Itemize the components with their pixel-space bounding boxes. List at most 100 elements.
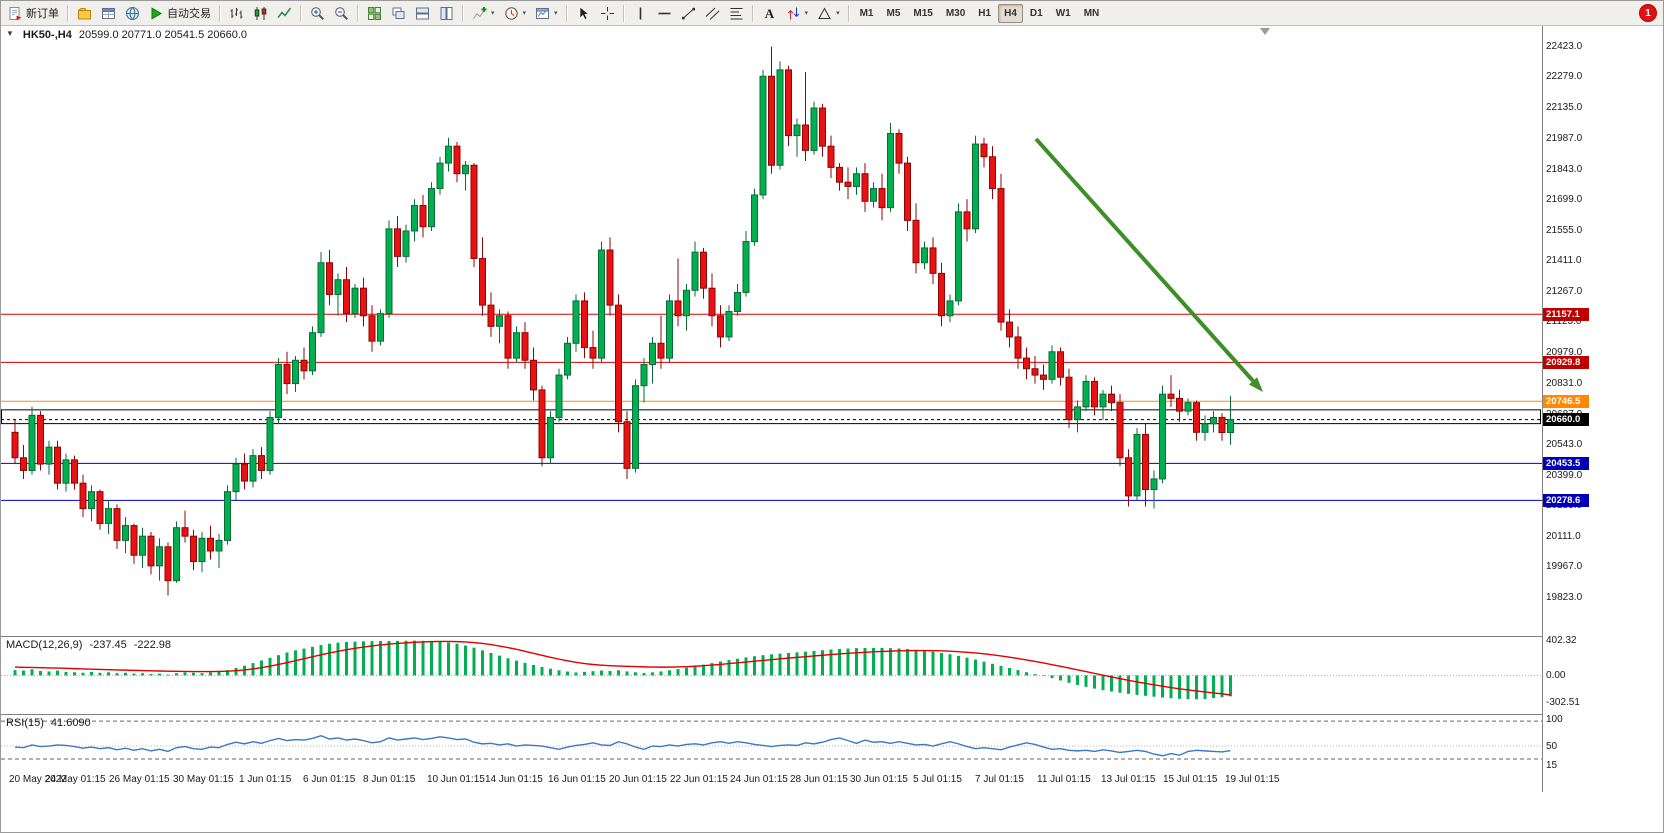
candlestick-chart-button[interactable] — [249, 3, 272, 24]
price-line-badge: 20453.5 — [1543, 456, 1589, 470]
dropdown-caret-icon: ▾ — [522, 10, 527, 17]
candles-group — [11, 46, 1234, 596]
candle-body — [1006, 321, 1013, 338]
line-chart-button[interactable] — [273, 3, 296, 24]
timeframe-d1[interactable]: D1 — [1029, 7, 1043, 19]
price-tick-label: 21699.0 — [1546, 194, 1583, 206]
arrows-icon — [786, 6, 801, 21]
arrows-button[interactable]: ▾ — [782, 3, 813, 24]
candle-body — [402, 230, 410, 257]
notification-badge[interactable]: 1 — [1640, 5, 1656, 21]
navigator-button[interactable] — [121, 3, 144, 24]
toolbar-separator — [622, 4, 625, 22]
macd-tick-label: -302.51 — [1546, 696, 1580, 708]
candle-body — [742, 241, 750, 293]
price-chart-canvas[interactable] — [1, 26, 1542, 636]
period-button[interactable]: ▾ — [500, 3, 531, 24]
candle-body — [122, 525, 129, 541]
toolbar-separator — [462, 4, 464, 22]
time-axis-label: 19 Jul 01:15 — [1225, 774, 1280, 785]
cursor-icon — [576, 5, 591, 21]
trend-arrow-object — [1034, 137, 1255, 383]
time-axis-label: 20 May 2022 — [9, 774, 67, 785]
candle-body — [538, 389, 546, 459]
candle-body — [946, 300, 954, 317]
price-axis[interactable]: 402.32 0.00 -302.51 100 50 15 22423.0 22279.0 22… — [1543, 26, 1663, 792]
candle-body — [275, 363, 282, 418]
template-button[interactable]: ▾ — [531, 3, 562, 24]
candle-body — [1184, 402, 1192, 412]
tile-horizontal-button[interactable] — [411, 3, 434, 24]
cascade-windows-button[interactable] — [387, 3, 410, 24]
candle-body — [564, 342, 571, 376]
price-tick-label: 22423.0 — [1546, 40, 1583, 52]
shapes-icon — [817, 6, 832, 21]
auto-trading-button[interactable]: 自动交易 — [145, 3, 215, 24]
timeframe-m1[interactable]: M1 — [859, 7, 874, 19]
new-order-button[interactable]: 新订单 — [4, 3, 63, 24]
tile-windows-button[interactable] — [363, 3, 386, 24]
timeframe-mn[interactable]: MN — [1083, 7, 1100, 19]
candle-body — [249, 455, 257, 482]
candle-body — [224, 491, 231, 541]
price-tick-label: 22135.0 — [1546, 101, 1583, 113]
text-button[interactable]: A — [758, 3, 781, 24]
candle-body — [598, 249, 605, 359]
candle-body — [683, 289, 690, 317]
timeframe-m15[interactable]: M15 — [913, 7, 933, 19]
timeframe-m30[interactable]: M30 — [945, 7, 966, 19]
zoom-in-button[interactable] — [306, 3, 329, 24]
crosshair-button[interactable] — [596, 3, 619, 24]
trendline-button[interactable] — [677, 3, 700, 24]
timeframe-h1[interactable]: H1 — [978, 7, 992, 19]
data-window-button[interactable] — [97, 3, 120, 24]
channel-button[interactable] — [701, 3, 724, 24]
shapes-button[interactable]: ▾ — [813, 3, 844, 24]
profiles-button[interactable] — [73, 3, 96, 24]
candle-body — [130, 525, 138, 556]
zoom-out-button[interactable] — [330, 3, 353, 24]
time-axis-label: 10 Jun 01:15 — [427, 774, 485, 785]
candle-body — [156, 546, 163, 567]
time-axis-label: 30 Jun 01:15 — [850, 774, 908, 785]
cursor-button[interactable] — [572, 3, 595, 24]
pane-separator[interactable] — [1, 714, 1663, 715]
tile-vertical-button[interactable] — [435, 3, 458, 24]
timeframe-h4[interactable]: H4 — [998, 3, 1023, 23]
candle-body — [572, 300, 580, 344]
rsi-chart-canvas[interactable] — [1, 714, 1542, 770]
empty-area — [1, 794, 1663, 832]
candle-body — [28, 414, 36, 471]
price-line-badge: 20746.5 — [1543, 394, 1589, 408]
candle-body — [198, 537, 206, 563]
time-axis-label: 16 Jun 01:15 — [548, 774, 606, 785]
candle-body — [368, 315, 376, 342]
candle-body — [326, 262, 333, 296]
time-axis[interactable]: 20 May 2022 24 May 01:15 26 May 01:15 30 Ma… — [1, 770, 1542, 794]
candle-body — [462, 164, 469, 175]
candle-body — [317, 262, 325, 334]
candle-body — [258, 455, 265, 471]
macd-chart-canvas[interactable] — [1, 636, 1542, 714]
price-axis-border — [1542, 26, 1543, 792]
price-tick-label: 19823.0 — [1546, 592, 1583, 603]
candle-body — [615, 304, 622, 423]
candle-body — [1218, 416, 1226, 434]
candle-body — [513, 332, 520, 359]
macd-tick-label: 0.00 — [1546, 670, 1566, 682]
timeframe-m5[interactable]: M5 — [886, 7, 901, 19]
add-indicator-button[interactable]: ▾ — [468, 3, 499, 24]
dropdown-caret-icon: ▾ — [836, 10, 840, 17]
candle-body — [912, 219, 920, 264]
candle-body — [1176, 397, 1183, 412]
vertical-line-button[interactable] — [629, 3, 652, 24]
candle-body — [190, 535, 197, 563]
rsi-tick-label: 100 — [1546, 714, 1563, 726]
candle-body — [292, 359, 299, 385]
horizontal-line-button[interactable] — [653, 3, 676, 24]
timeframe-w1[interactable]: W1 — [1055, 7, 1071, 19]
price-tick-label: 19967.0 — [1546, 561, 1583, 573]
fibonacci-button[interactable] — [725, 3, 748, 24]
bar-chart-button[interactable] — [225, 3, 248, 24]
pane-separator[interactable] — [1, 636, 1663, 637]
